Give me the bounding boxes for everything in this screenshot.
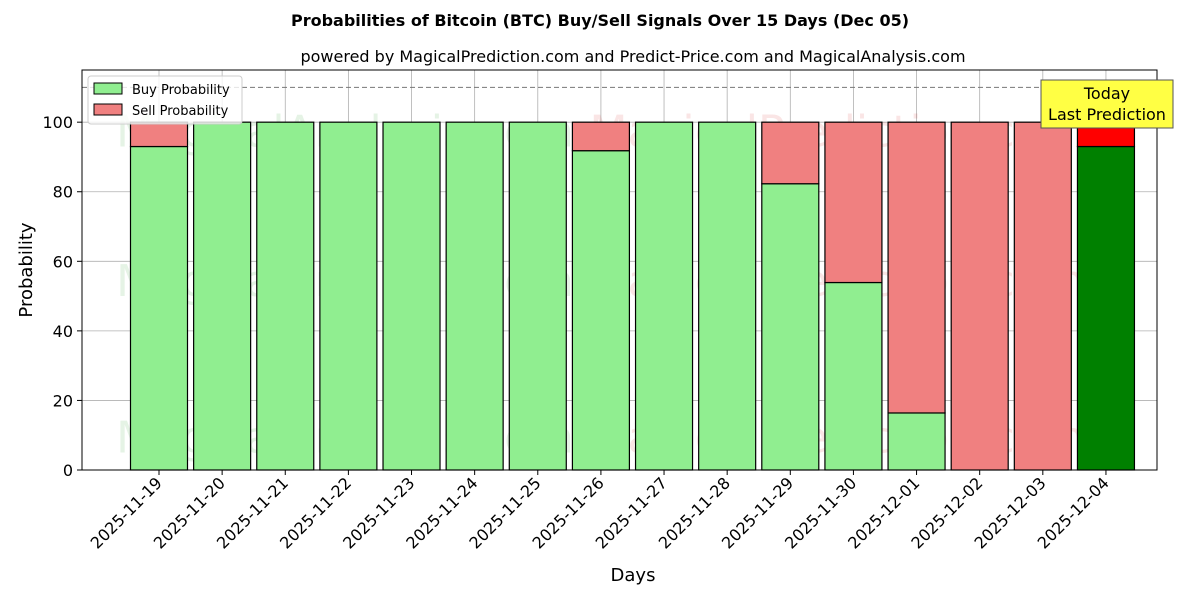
sell-bar [571,121,631,152]
buy-bar [193,121,252,471]
buy-bar [824,281,883,471]
annotation-line2: Last Prediction [1048,105,1166,124]
buy-bar [382,121,441,471]
sell-bar [950,121,1009,471]
buy-bar [634,121,694,471]
sell-bar [824,121,883,284]
buy-bar [129,145,189,471]
legend-sell-swatch [93,103,123,116]
buy-bar [445,121,504,471]
sell-bar [761,121,820,185]
legend-buy-swatch [93,82,123,95]
legend-sell-label: Sell Probability [132,104,229,119]
legend-buy-label: Buy Probability [132,83,230,98]
plot-frame [81,69,1158,471]
legend: Buy Probability Sell Probability [87,75,243,125]
buy-bar [319,121,378,471]
y-tick-label: 40 [53,322,73,341]
buy-bar [887,412,946,471]
chart-subtitle: powered by MagicalPrediction.com and Pre… [300,47,965,66]
y-tick-label: 100 [42,113,73,132]
buy-bar [698,121,757,471]
today-annotation: Today Last Prediction [1040,79,1174,129]
sell-bar [887,121,946,414]
annotation-line1: Today [1083,84,1130,103]
y-tick-label: 20 [53,391,73,410]
buy-bar [1076,145,1136,471]
sell-bar [129,121,189,148]
chart-title: Probabilities of Bitcoin (BTC) Buy/Sell … [291,11,909,30]
sell-bar [1013,121,1072,471]
y-axis-label: Probability [16,222,37,317]
y-tick-label: 80 [53,183,73,202]
buy-bar [761,183,820,471]
y-tick-label: 0 [63,461,73,480]
buy-bar [571,150,631,471]
x-axis-label: Days [611,565,656,586]
buy-bar [508,121,567,471]
y-tick-label: 60 [53,252,73,271]
buy-bar [256,121,315,471]
